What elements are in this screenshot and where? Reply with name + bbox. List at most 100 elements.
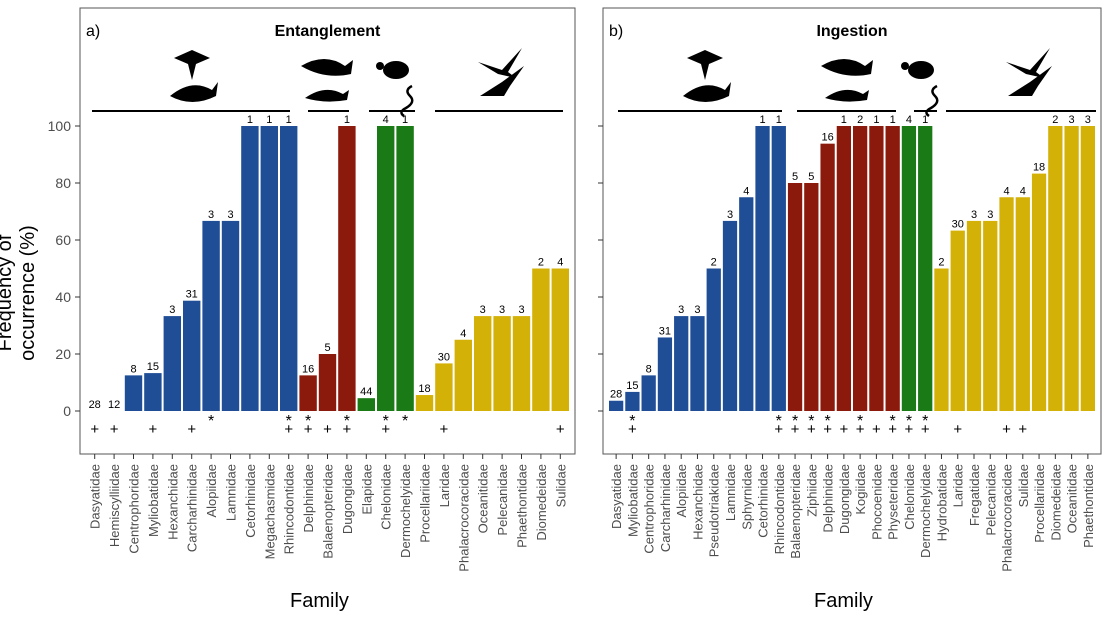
x-tick-label: Chelonidae xyxy=(379,464,394,530)
x-tick-label: Hemiscylliidae xyxy=(107,464,122,547)
x-tick-label: Dugongidae xyxy=(340,464,355,534)
bar xyxy=(950,230,965,411)
plus-marker: + xyxy=(323,421,332,438)
bar xyxy=(853,126,868,411)
plus-marker: + xyxy=(839,421,848,438)
asterisk-marker: * xyxy=(857,413,863,430)
plus-marker: + xyxy=(381,421,390,438)
x-tick-label: Ziphiidae xyxy=(804,464,819,517)
bar xyxy=(551,268,569,411)
turtle-snake-silhouette-icon xyxy=(901,62,909,70)
y-tick-label: 60 xyxy=(55,232,71,248)
asterisk-marker: * xyxy=(344,413,350,430)
bar xyxy=(901,126,917,411)
bar xyxy=(1031,173,1047,411)
n-label: 1 xyxy=(873,114,879,126)
plus-marker: + xyxy=(823,421,832,438)
plus-marker: + xyxy=(284,421,293,438)
asterisk-marker: * xyxy=(305,413,311,430)
n-label: 2 xyxy=(938,257,944,269)
n-label: 2 xyxy=(857,114,863,126)
x-tick-label: Phocoenidae xyxy=(869,464,884,540)
plus-marker: + xyxy=(953,421,962,438)
x-tick-label: Centrophoridae xyxy=(127,464,142,554)
whale-dolphin-silhouette-icon xyxy=(821,59,873,76)
bar xyxy=(299,375,317,411)
whale-dolphin-silhouette-icon xyxy=(825,89,869,102)
bar xyxy=(869,126,884,411)
bar xyxy=(1064,126,1079,411)
y-tick-label: 40 xyxy=(55,289,71,305)
n-label: 2 xyxy=(538,257,544,269)
x-tick-label: Megachasmidae xyxy=(262,464,277,559)
bar xyxy=(357,398,375,411)
n-label: 31 xyxy=(659,325,671,337)
x-tick-label: Fregatidae xyxy=(967,464,982,526)
x-tick-label: Pelecanidae xyxy=(495,464,510,536)
plus-marker: + xyxy=(187,421,196,438)
plus-marker: + xyxy=(304,421,313,438)
x-axis-label-a: Family xyxy=(290,590,349,612)
n-label: 18 xyxy=(1033,162,1045,174)
panel-tag: b) xyxy=(609,23,623,40)
plus-marker: + xyxy=(149,421,158,438)
n-label: 1 xyxy=(776,114,782,126)
x-tick-label: Balaenopteridae xyxy=(788,464,803,559)
x-tick-label: Diomedeidae xyxy=(534,464,549,541)
n-label: 28 xyxy=(89,399,101,411)
n-label: 8 xyxy=(646,363,652,375)
n-label: 18 xyxy=(418,383,430,395)
n-label: 12 xyxy=(108,399,120,411)
x-tick-label: Procellariidae xyxy=(418,464,433,543)
n-label: 3 xyxy=(1085,114,1091,126)
x-tick-label: Kogiidae xyxy=(853,464,868,515)
x-tick-label: Dasyatidae xyxy=(88,464,103,529)
bar xyxy=(163,316,181,411)
asterisk-marker: * xyxy=(776,413,782,430)
n-label: 3 xyxy=(1069,114,1075,126)
x-tick-label: Phaethontidae xyxy=(515,464,530,548)
n-label: 4 xyxy=(906,114,912,126)
plus-marker: + xyxy=(1018,421,1027,438)
ray-shark-silhouette-icon xyxy=(170,82,218,102)
plus-marker: + xyxy=(556,421,565,438)
x-tick-label: Phalacrocoracidae xyxy=(456,464,471,572)
n-label: 5 xyxy=(324,342,330,354)
turtle-snake-silhouette-icon xyxy=(925,84,939,118)
asterisk-marker: * xyxy=(792,413,798,430)
n-label: 5 xyxy=(808,171,814,183)
x-tick-label: Procellariidae xyxy=(1032,464,1047,543)
n-label: 3 xyxy=(694,304,700,316)
bar xyxy=(787,183,803,411)
x-tick-label: Myliobatidae xyxy=(146,464,161,537)
x-tick-label: Dermochelyidae xyxy=(398,464,413,558)
asterisk-marker: * xyxy=(208,413,214,430)
turtle-snake-silhouette-icon xyxy=(908,61,934,79)
n-label: 3 xyxy=(727,209,733,221)
bar xyxy=(377,126,395,411)
seabird-silhouette-icon xyxy=(478,48,522,78)
n-label: 1 xyxy=(841,114,847,126)
x-tick-label: Rhincodontidae xyxy=(282,464,297,554)
bar xyxy=(396,126,414,411)
bar xyxy=(318,354,337,411)
x-tick-label: Elapidae xyxy=(359,464,374,515)
x-tick-label: Cetorhinidae xyxy=(243,464,258,538)
y-tick-label: 80 xyxy=(55,175,71,191)
n-label: 1 xyxy=(286,114,292,126)
bar xyxy=(260,126,278,411)
n-label: 3 xyxy=(971,209,977,221)
x-tick-label: Hexanchidae xyxy=(690,464,705,540)
bar xyxy=(512,316,531,411)
x-tick-label: Hexanchidae xyxy=(165,464,180,540)
x-tick-label: Dasyatidae xyxy=(609,464,624,529)
n-label: 44 xyxy=(360,386,372,398)
x-tick-label: Alopiidae xyxy=(674,464,689,518)
plus-marker: + xyxy=(888,421,897,438)
n-label: 3 xyxy=(227,209,233,221)
y-tick-label: 100 xyxy=(48,118,72,134)
plus-marker: + xyxy=(921,421,930,438)
n-label: 4 xyxy=(743,185,749,197)
asterisk-marker: * xyxy=(402,413,408,430)
x-tick-label: Dugongidae xyxy=(837,464,852,534)
